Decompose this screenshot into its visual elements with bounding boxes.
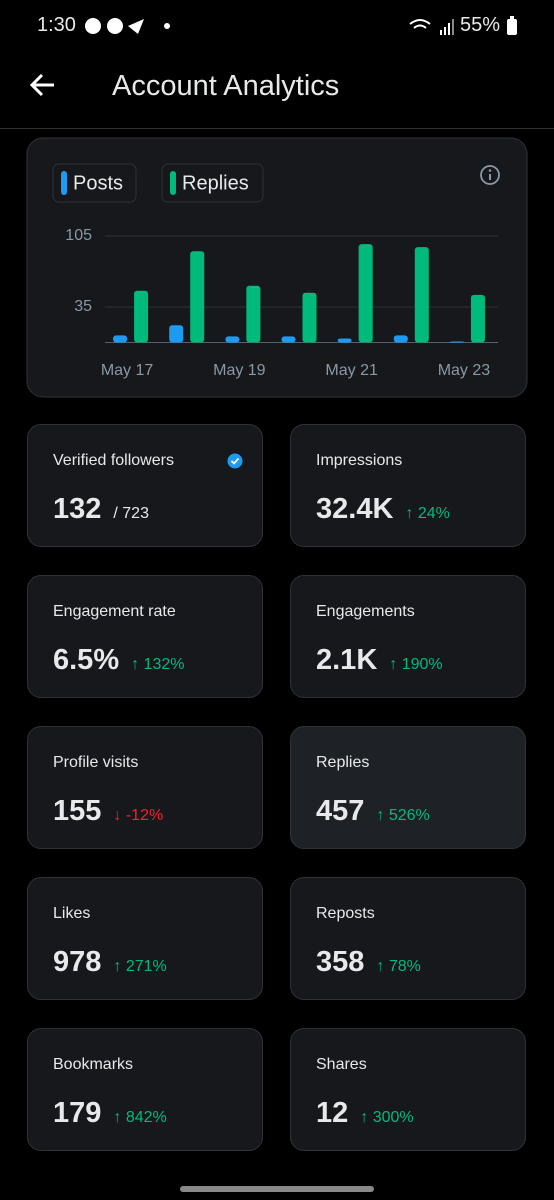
metric-change: ↑ 24%: [405, 505, 450, 522]
metric-change: ↓ -12%: [113, 807, 164, 824]
bar: [134, 290, 149, 343]
metric-label: Engagement rate: [53, 603, 176, 620]
metric-row: 2.1K ↑ 190%: [316, 644, 443, 677]
metric-value: 978: [53, 946, 102, 978]
metric-value: 155: [53, 795, 102, 827]
bar: [246, 285, 261, 343]
metric-label: Profile visits: [53, 754, 139, 771]
legend-label: Posts: [73, 172, 123, 194]
metric-label: Impressions: [316, 452, 403, 469]
metric-change: ↑ 526%: [376, 807, 430, 824]
metric-row: 155 ↓ -12%: [53, 795, 163, 828]
metric-row: 179 ↑ 842%: [53, 1097, 167, 1130]
metric-value: 358: [316, 946, 365, 978]
metric-value: 32.4K: [316, 493, 394, 525]
y-tick-label: 105: [65, 227, 92, 244]
bar: [113, 335, 128, 343]
info-icon[interactable]: [480, 165, 500, 185]
verified-badge: [227, 453, 243, 469]
metric-change: ↑ 78%: [376, 958, 421, 975]
metric-card[interactable]: Reposts 358 ↑ 78%: [290, 877, 526, 1000]
metric-card[interactable]: Impressions 32.4K ↑ 24%: [290, 424, 526, 547]
metric-card[interactable]: Verified followers 132 / 723: [27, 424, 263, 547]
y-tick-label: 35: [74, 298, 92, 315]
metric-total: / 723: [113, 505, 149, 522]
bar: [414, 247, 429, 343]
metric-change: ↑ 190%: [389, 656, 443, 673]
metric-change: ↑ 132%: [131, 656, 185, 673]
metric-card[interactable]: Profile visits 155 ↓ -12%: [27, 726, 263, 849]
x-tick-label: May 19: [213, 362, 266, 379]
metric-value: 6.5%: [53, 644, 120, 676]
metric-row: 12 ↑ 300%: [316, 1097, 414, 1130]
metric-row: 6.5% ↑ 132%: [53, 644, 184, 677]
battery-level: 55%: [460, 14, 501, 36]
metric-card[interactable]: Engagements 2.1K ↑ 190%: [290, 575, 526, 698]
battery-icon: [507, 16, 517, 35]
legend-chip: [52, 163, 137, 203]
back-button[interactable]: [28, 70, 60, 100]
metric-value: 12: [316, 1097, 349, 1129]
metric-label: Shares: [316, 1056, 367, 1073]
x-tick-label: May 23: [438, 362, 491, 379]
metric-row: 32.4K ↑ 24%: [316, 493, 450, 526]
home-indicator: [180, 1186, 374, 1192]
metric-label: Bookmarks: [53, 1056, 134, 1073]
bar: [302, 292, 317, 343]
metric-value: 2.1K: [316, 644, 378, 676]
page-title: Account Analytics: [112, 70, 340, 102]
metric-value: 132: [53, 493, 102, 525]
legend-label: Replies: [182, 172, 249, 194]
x-tick-label: May 21: [325, 362, 378, 379]
metric-card[interactable]: Shares 12 ↑ 300%: [290, 1028, 526, 1151]
metric-value: 179: [53, 1097, 102, 1129]
bar: [225, 336, 240, 343]
chart: Posts Replies 35 105 May 17 May 19 May 21 May 2…: [26, 137, 528, 398]
bar: [337, 338, 352, 343]
status-time: 1:30: [37, 14, 76, 36]
bar: [358, 244, 373, 343]
metric-card[interactable]: Likes 978 ↑ 271%: [27, 877, 263, 1000]
metric-label: Engagements: [316, 603, 415, 620]
legend-swatch: [170, 171, 176, 195]
bar: [449, 341, 464, 343]
status-icons: [85, 18, 170, 34]
metric-label: Likes: [53, 905, 91, 922]
metric-change: ↑ 271%: [113, 958, 167, 975]
legend-chip: [161, 163, 264, 203]
metric-label: Verified followers: [53, 452, 243, 470]
bar: [281, 336, 296, 343]
metric-row: 358 ↑ 78%: [316, 946, 421, 979]
metric-card[interactable]: Bookmarks 179 ↑ 842%: [27, 1028, 263, 1151]
metric-change: ↑ 300%: [360, 1109, 414, 1126]
legend-swatch: [61, 171, 67, 195]
metric-row: 457 ↑ 526%: [316, 795, 430, 828]
metric-change: ↑ 842%: [113, 1109, 167, 1126]
signal-icons: [409, 19, 454, 35]
metric-card[interactable]: Replies 457 ↑ 526%: [290, 726, 526, 849]
bar: [190, 251, 205, 343]
metric-value: 457: [316, 795, 365, 827]
chart-card: [26, 137, 528, 398]
metric-row: 132 / 723: [53, 493, 149, 526]
bar: [393, 335, 408, 343]
bar: [169, 325, 184, 343]
metric-label: Replies: [316, 754, 370, 771]
bar: [470, 294, 485, 343]
x-tick-label: May 17: [101, 362, 154, 379]
metric-card[interactable]: Engagement rate 6.5% ↑ 132%: [27, 575, 263, 698]
metric-label: Reposts: [316, 905, 375, 922]
divider: [0, 128, 554, 129]
metric-row: 978 ↑ 271%: [53, 946, 167, 979]
